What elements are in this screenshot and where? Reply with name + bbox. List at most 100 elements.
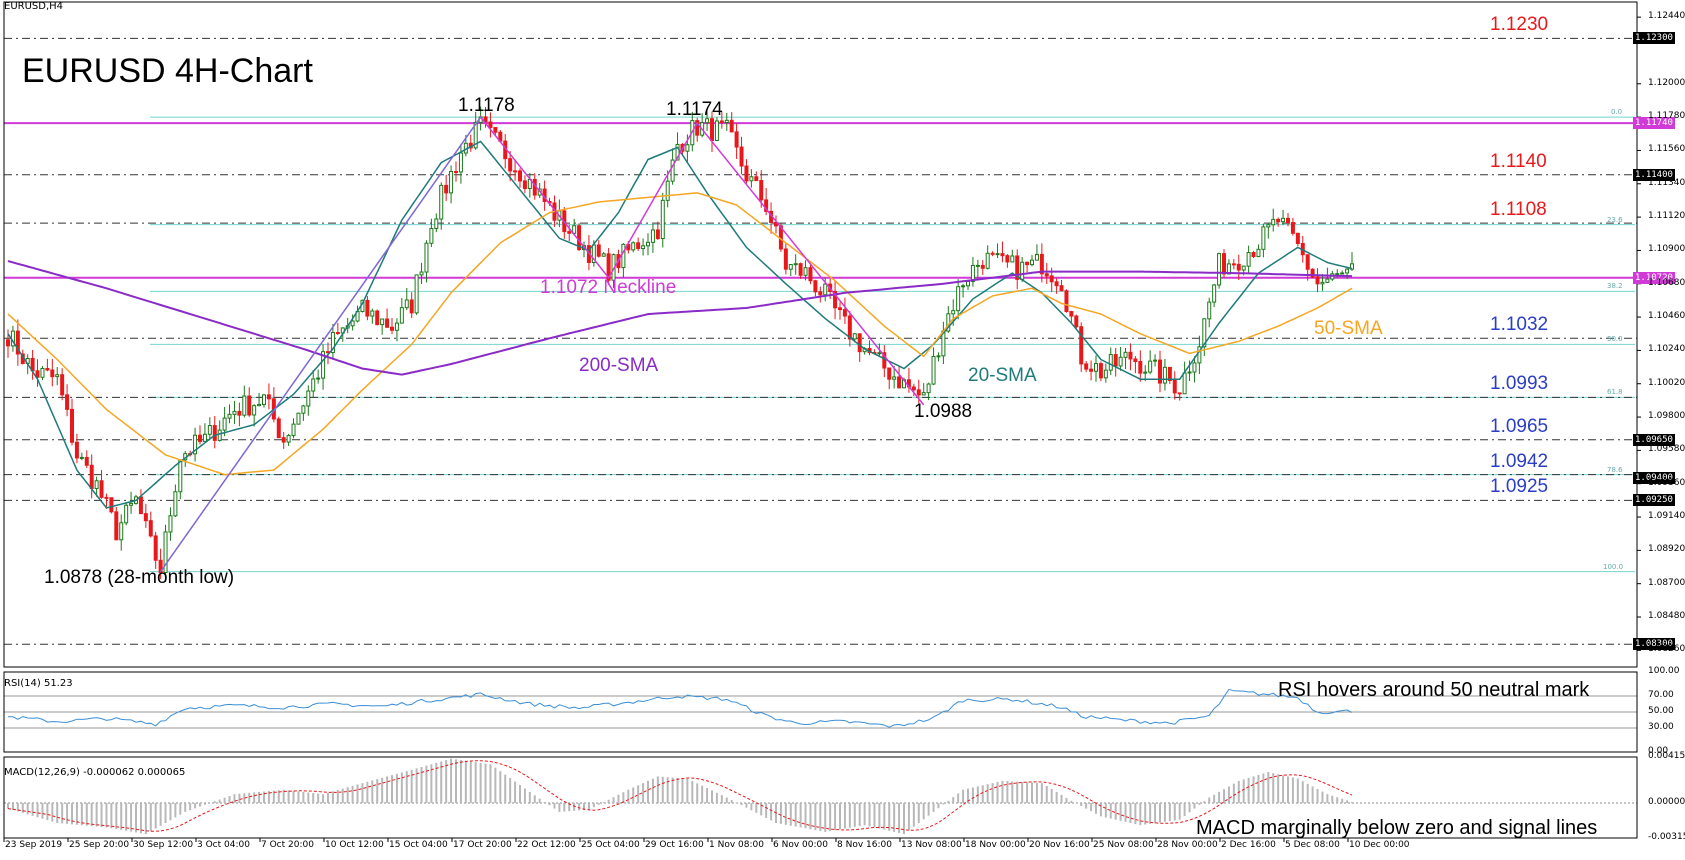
candle-body [705, 118, 710, 124]
candle-body [454, 170, 458, 173]
bullish-candle [1118, 346, 1123, 371]
candle-body [961, 285, 966, 288]
bearish-candle [153, 531, 158, 569]
bullish-candle [788, 263, 793, 277]
bullish-candle [370, 308, 375, 324]
bearish-candle [1133, 356, 1138, 374]
bearish-candle [857, 333, 862, 362]
candle-body [252, 405, 257, 416]
bearish-candle [1128, 343, 1133, 371]
candle-body [50, 369, 55, 378]
candle-body [734, 131, 739, 148]
candle-body [232, 410, 237, 415]
bearish-candle [375, 309, 380, 326]
candle-body [833, 290, 838, 309]
bullish-candle [119, 514, 124, 551]
fib-label: 50.0 [1607, 335, 1623, 344]
candle-body [89, 464, 94, 489]
candle-body [724, 119, 729, 124]
candle-body [916, 389, 921, 396]
candle-body [636, 242, 641, 250]
x-tick-label: 15 Oct 04:00 [389, 840, 448, 850]
bearish-candle [1000, 241, 1005, 263]
candle-body [301, 405, 306, 414]
candle-body [714, 120, 719, 141]
bullish-candle [419, 262, 424, 285]
bullish-candle [40, 366, 45, 381]
candle-body [956, 286, 961, 312]
candle-body [675, 143, 680, 161]
bullish-candle [1034, 244, 1039, 261]
candle-body [1010, 255, 1015, 263]
bearish-candle [1231, 259, 1236, 270]
candle-body [488, 121, 493, 128]
candle-body [754, 176, 759, 182]
bearish-candle [15, 319, 20, 366]
candle-body [1231, 263, 1236, 266]
candle-body [1167, 366, 1172, 381]
candle-body [980, 264, 985, 269]
bearish-candle [50, 358, 55, 387]
bullish-candle [995, 243, 1000, 259]
candle-body [1335, 273, 1340, 276]
rsi-pane [4, 688, 1637, 729]
bearish-candle [148, 511, 153, 538]
bullish-candle [641, 238, 646, 256]
candle-body [1103, 369, 1108, 379]
rsi-note: RSI hovers around 50 neutral mark [1278, 679, 1590, 701]
candle-body [114, 511, 119, 541]
price-tag: 1.09250 [1633, 494, 1675, 507]
candle-body [995, 253, 1000, 256]
bearish-candle [247, 387, 252, 417]
candle-body [380, 318, 385, 326]
candle-body [911, 386, 916, 391]
bearish-candle [813, 279, 818, 297]
candle-body [311, 378, 316, 392]
bearish-candle [60, 368, 65, 401]
bullish-candle [646, 233, 650, 256]
candle-body [1266, 224, 1271, 228]
candle-body [1251, 252, 1256, 258]
candle-body [670, 159, 675, 182]
candle-body [138, 496, 143, 515]
y-tick-label: 1.08920 [1648, 544, 1685, 555]
candle-body [35, 370, 40, 378]
bullish-candle [414, 274, 419, 315]
candle-body [1044, 273, 1049, 277]
bearish-candle [1236, 254, 1241, 280]
candle-body [1236, 263, 1241, 271]
x-tick-label: 18 Nov 00:00 [965, 840, 1026, 850]
candle-body [1064, 290, 1069, 313]
bullish-candle [262, 393, 266, 408]
candle-body [660, 199, 665, 240]
y-tick-label: 1.10020 [1648, 377, 1685, 388]
candle-body [109, 497, 114, 513]
candle-body [1325, 278, 1330, 283]
bearish-candle [266, 383, 271, 410]
bullish-candle [350, 314, 355, 331]
bearish-candle [1315, 268, 1320, 293]
bearish-candle [1276, 217, 1281, 227]
candle-body [793, 263, 798, 266]
candle-body [1290, 222, 1295, 234]
candle-body [281, 437, 286, 443]
candle-body [394, 322, 399, 331]
candle-body [1281, 217, 1286, 223]
candle-body [1059, 285, 1064, 292]
bullish-candle [1148, 350, 1153, 375]
candle-body [444, 184, 449, 194]
bullish-candle [956, 279, 961, 320]
level-label: 1.0942 [1490, 450, 1549, 472]
x-tick-label: 29 Oct 16:00 [645, 840, 704, 850]
bullish-candle [380, 318, 385, 335]
candle-body [1212, 284, 1217, 303]
fib-label: 38.2 [1607, 282, 1623, 291]
bearish-candle [833, 280, 838, 320]
bullish-candle [286, 433, 291, 446]
candle-body [1345, 268, 1350, 274]
bullish-candle [193, 427, 198, 462]
bearish-candle [1015, 249, 1020, 290]
candle-body [1000, 253, 1005, 257]
bearish-candle [1167, 366, 1172, 385]
candle-body [212, 425, 217, 441]
